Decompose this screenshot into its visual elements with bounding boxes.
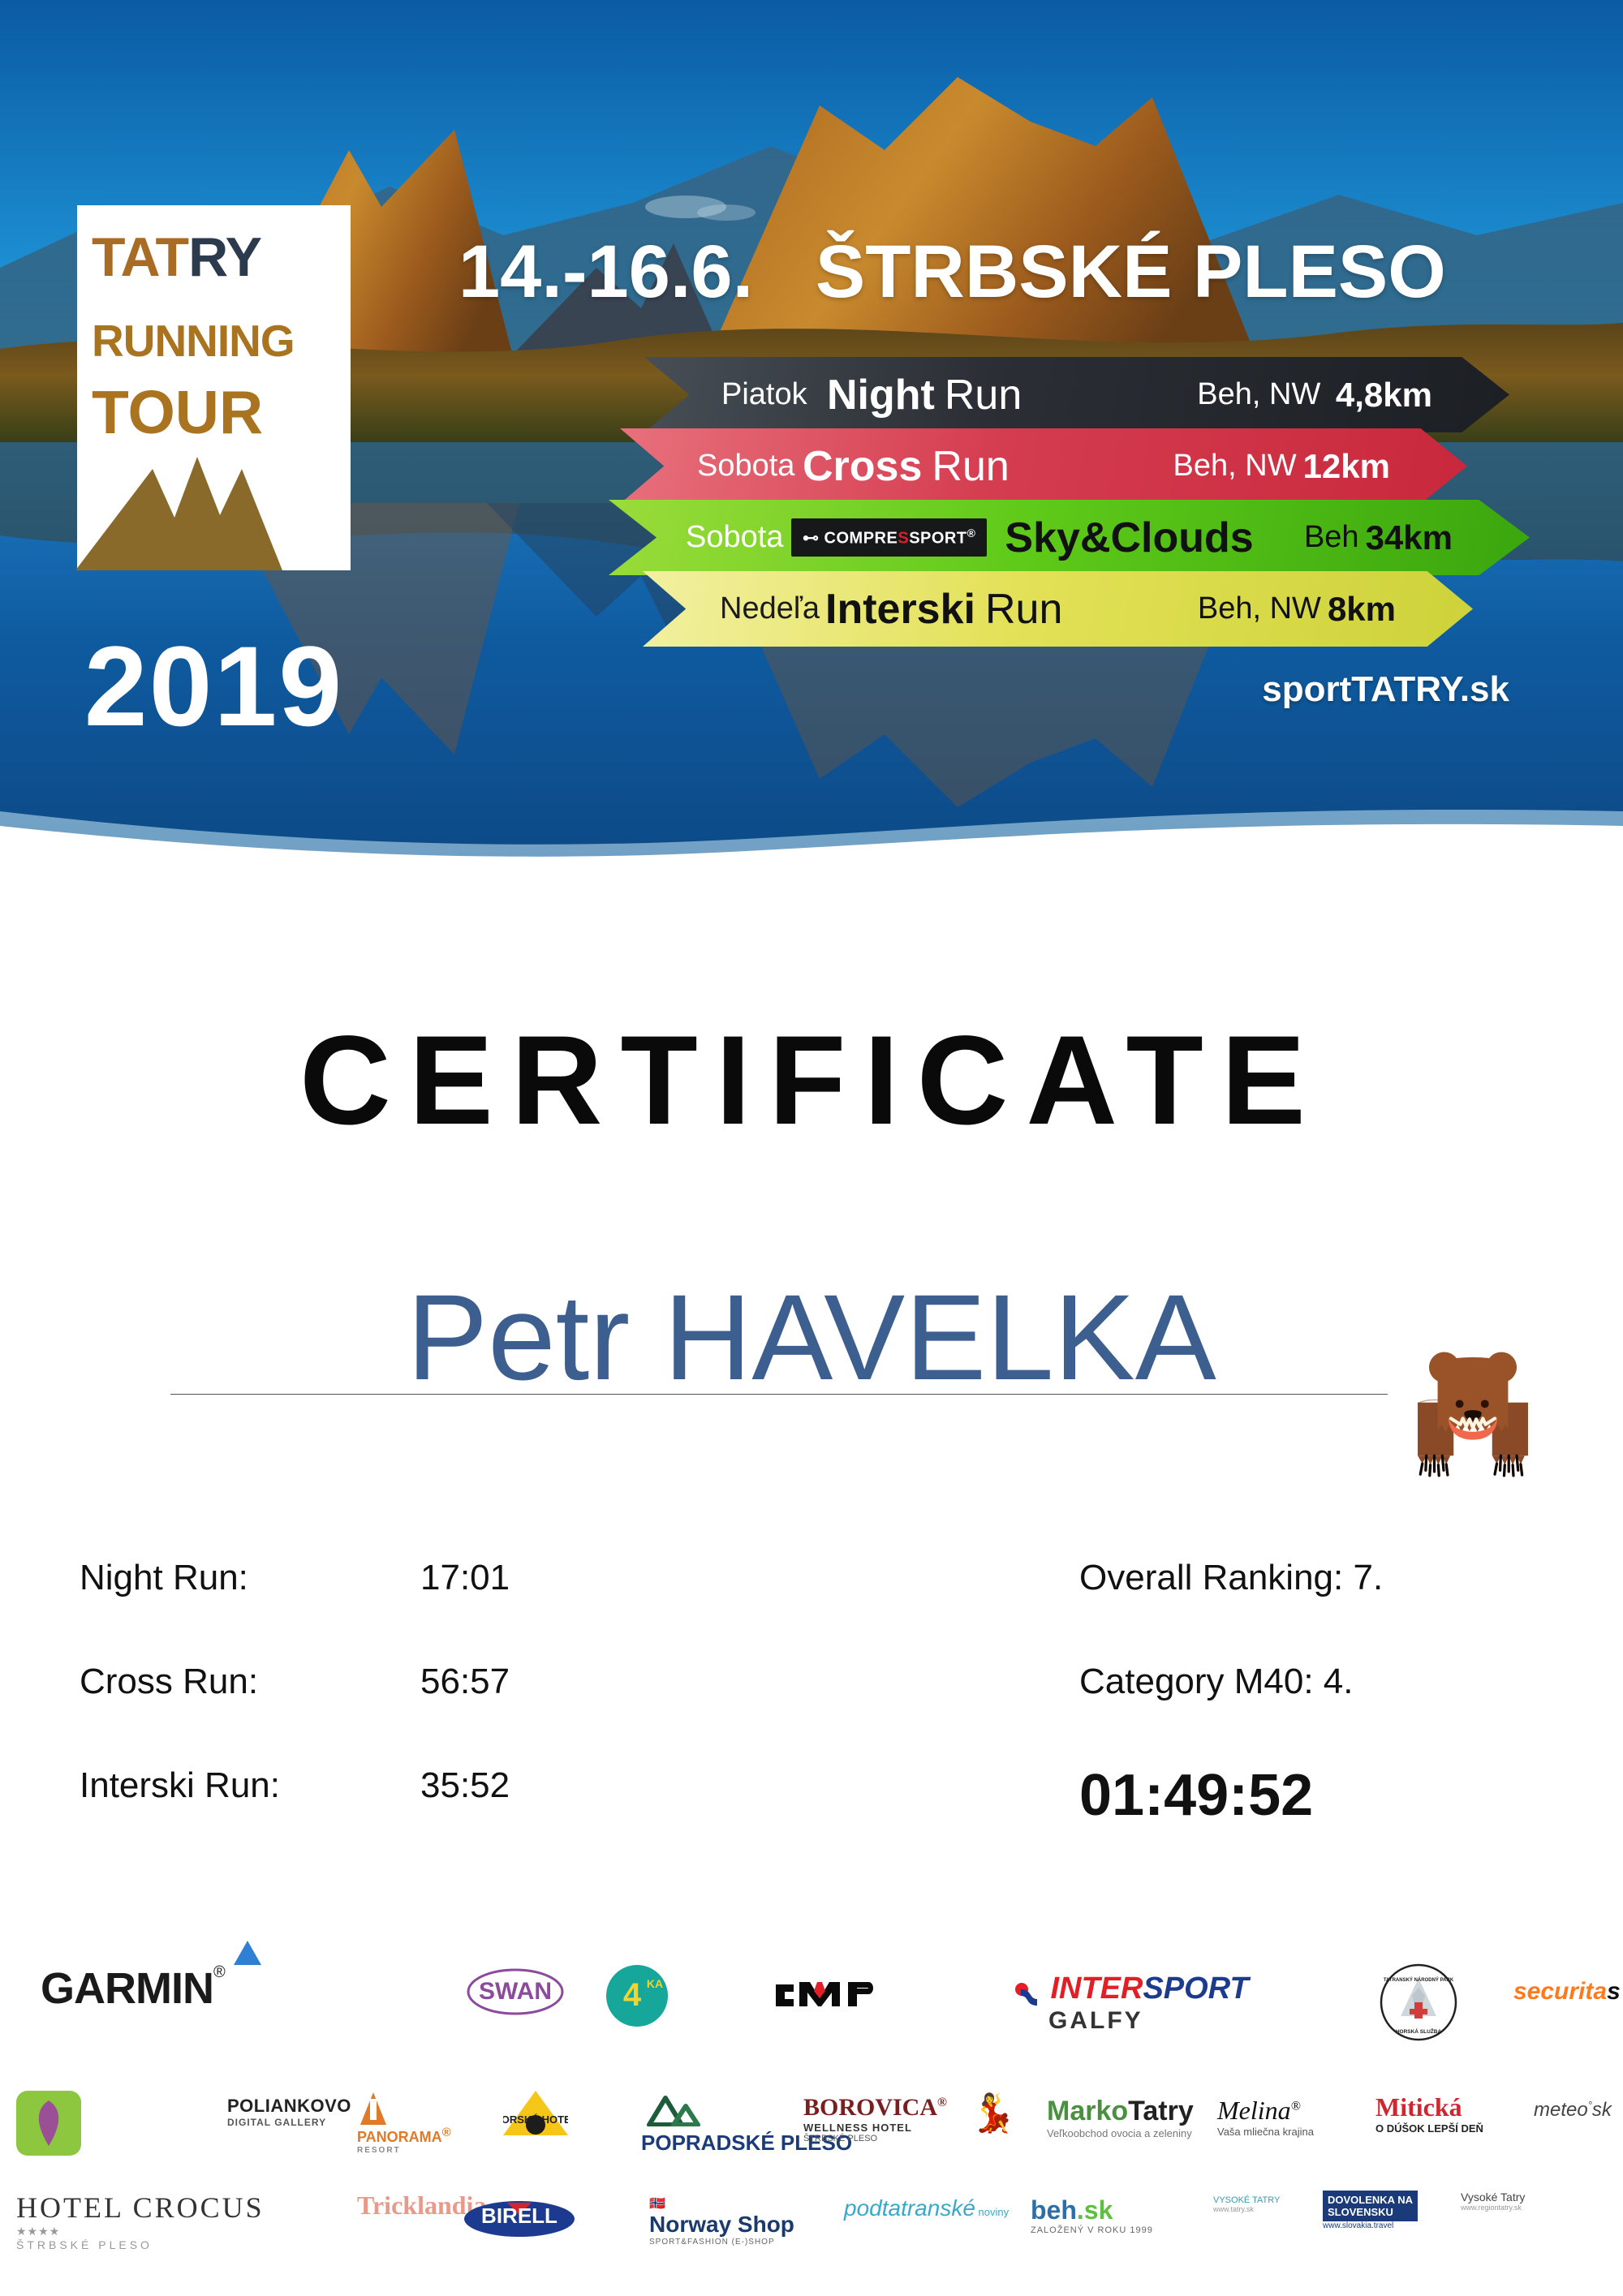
svg-text:4: 4 (623, 1977, 642, 2013)
svg-text:TATRANSKÝ NÁRODNÝ PARK: TATRANSKÝ NÁRODNÝ PARK (1384, 1977, 1454, 1983)
svg-text:HORSKÁ SLUŽBA: HORSKÁ SLUŽBA (1396, 2027, 1442, 2035)
svg-text:SWAN: SWAN (479, 1978, 552, 2005)
svg-text:KA: KA (647, 1977, 663, 1990)
svg-text:BIRELL: BIRELL (481, 2204, 558, 2228)
